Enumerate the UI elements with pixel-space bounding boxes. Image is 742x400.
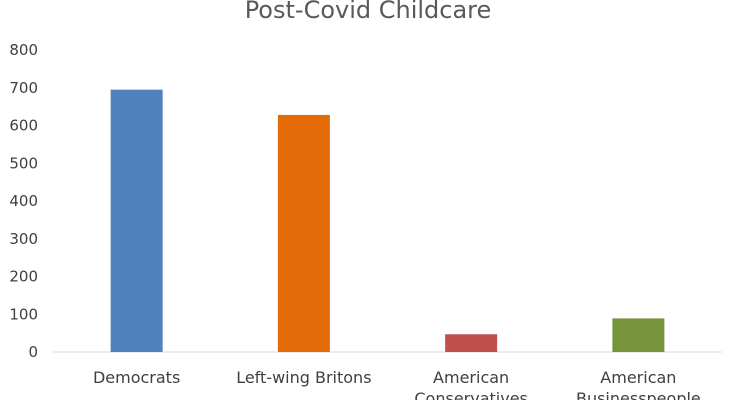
y-axis-ticks: 0 100 200 300 400 500 600 700 800 xyxy=(9,41,38,361)
bar xyxy=(445,334,498,352)
chart-title: Post-Covid Childcare xyxy=(245,0,492,24)
x-tick-label: Conservatives xyxy=(414,389,528,400)
y-tick-label: 800 xyxy=(9,41,38,59)
y-tick-label: 500 xyxy=(9,154,38,172)
bar xyxy=(612,318,665,352)
y-tick-label: 700 xyxy=(9,79,38,97)
bar xyxy=(277,114,330,353)
y-tick-label: 600 xyxy=(9,117,38,135)
y-tick-label: 400 xyxy=(9,192,38,210)
x-tick-label: Left-wing Britons xyxy=(236,368,371,387)
x-tick-label: American xyxy=(600,368,676,387)
x-tick-label: Businesspeople xyxy=(576,389,701,400)
y-tick-label: 200 xyxy=(9,268,38,286)
y-tick-label: 100 xyxy=(9,305,38,323)
y-tick-label: 300 xyxy=(9,230,38,248)
x-tick-label: American xyxy=(433,368,509,387)
x-axis-category-labels: Democrats Left-wing Britons American Conser… xyxy=(93,368,701,400)
y-tick-label: 0 xyxy=(28,343,38,361)
bar-series xyxy=(110,89,665,353)
x-tick-label: Democrats xyxy=(93,368,180,387)
bar xyxy=(110,89,163,352)
